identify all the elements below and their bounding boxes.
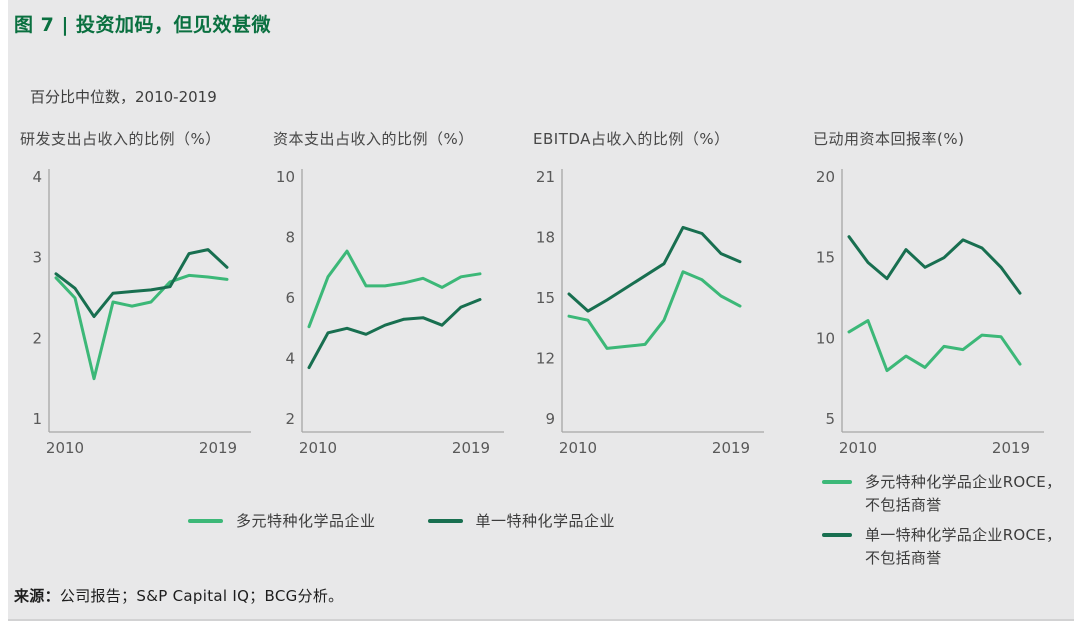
legend-line1: 单一特种化学品企业ROCE， [865, 526, 1062, 544]
legend-item-diversified: 多元特种化学品企业 [188, 510, 376, 531]
x-tick-label: 2019 [712, 439, 750, 457]
series-line-dark [567, 225, 742, 313]
legend-item-diversified-roce: 多元特种化学品企业ROCE， 不包括商誉 [822, 471, 1061, 516]
legend-label-diversified: 多元特种化学品企业 [236, 512, 376, 530]
series-line-dark [54, 248, 229, 319]
x-tick-label: 2010 [839, 439, 877, 457]
y-tick-label: 20 [816, 168, 835, 186]
source-text: 公司报告；S&P Capital IQ；BCG分析。 [59, 587, 344, 605]
x-tick-label: 2010 [559, 439, 597, 457]
y-tick-label: 2 [32, 329, 42, 347]
y-tick-label: 15 [816, 249, 835, 267]
y-tick-label: 1 [32, 410, 42, 428]
legend-line2: 不包括商誉 [865, 495, 942, 514]
legend-label-diversified-roce: 多元特种化学品企业ROCE， 不包括商誉 [865, 471, 1061, 516]
y-tick-label: 10 [276, 168, 295, 186]
chart-panel-ebitda: EBITDA占收入的比例（%） 21 18 15 12 9 2010 2019 [533, 128, 773, 460]
y-tick-label: 3 [32, 249, 42, 267]
x-tick-label: 2019 [992, 439, 1030, 457]
legend-label-focused: 单一特种化学品企业 [475, 512, 616, 530]
series-line-dark [847, 235, 1022, 295]
y-tick-label: 6 [285, 289, 295, 307]
series-line-light [54, 273, 229, 381]
y-tick-label: 2 [285, 410, 295, 428]
chart-title-capex: 资本支出占收入的比例（%） [273, 130, 474, 148]
y-tick-label: 8 [285, 229, 295, 247]
y-tick-label: 4 [32, 168, 42, 186]
y-tick-label: 9 [545, 410, 555, 428]
x-tick-label: 2019 [452, 439, 490, 457]
figure-title: 图 7 | 投资加码，但见效甚微 [14, 14, 272, 36]
source-label: 来源： [14, 587, 60, 605]
y-tick-label: 15 [536, 289, 555, 307]
legend-roce: 多元特种化学品企业ROCE， 不包括商誉 单一特种化学品企业ROCE， 不包括商… [822, 471, 1061, 569]
series-line-dark [307, 298, 482, 370]
y-tick-label: 12 [536, 350, 555, 368]
page-edge-right [1074, 0, 1080, 621]
chart-title-ebitda: EBITDA占收入的比例（%） [533, 130, 730, 148]
x-tick-label: 2010 [46, 439, 84, 457]
legend-item-focused: 单一特种化学品企业 [427, 510, 616, 531]
source-note: 来源：公司报告；S&P Capital IQ；BCG分析。 [14, 585, 343, 606]
chart-panel-capex: 资本支出占收入的比例（%） 10 8 6 4 2 2010 2019 [273, 128, 513, 460]
legend-line2: 不包括商誉 [865, 548, 942, 567]
legend-label-focused-roce: 单一特种化学品企业ROCE， 不包括商誉 [865, 524, 1061, 569]
legend-swatch-dark-green [822, 533, 852, 537]
bottom-divider [8, 619, 1074, 621]
y-tick-label: 4 [285, 350, 295, 368]
y-tick-label: 10 [816, 329, 835, 347]
y-tick-label: 21 [536, 168, 555, 186]
chart-title-roce: 已动用资本回报率(%) [813, 130, 965, 148]
legend-line1: 多元特种化学品企业ROCE， [865, 473, 1062, 491]
y-tick-label: 18 [536, 229, 555, 247]
series-line-light [567, 270, 742, 350]
chart-title-rnd: 研发支出占收入的比例（%） [20, 130, 221, 148]
legend-swatch-dark-green [427, 518, 463, 523]
legend-swatch-light-green [188, 518, 223, 523]
figure-subtitle: 百分比中位数，2010-2019 [30, 88, 217, 106]
chart-panel-roce: 已动用资本回报率(%) 20 15 10 5 2010 2019 [813, 128, 1053, 460]
legend-swatch-light-green [822, 480, 852, 484]
x-tick-label: 2019 [199, 439, 237, 457]
chart-panel-rnd: 研发支出占收入的比例（%） 4 3 2 1 2010 2019 [20, 128, 260, 460]
legend-item-focused-roce: 单一特种化学品企业ROCE， 不包括商誉 [822, 524, 1061, 569]
x-tick-label: 2010 [299, 439, 337, 457]
y-tick-label: 5 [825, 410, 835, 428]
series-line-light [307, 249, 482, 329]
series-line-light [847, 319, 1022, 373]
legend-main: 多元特种化学品企业 单一特种化学品企业 [188, 510, 615, 531]
page-edge-left [0, 0, 8, 621]
